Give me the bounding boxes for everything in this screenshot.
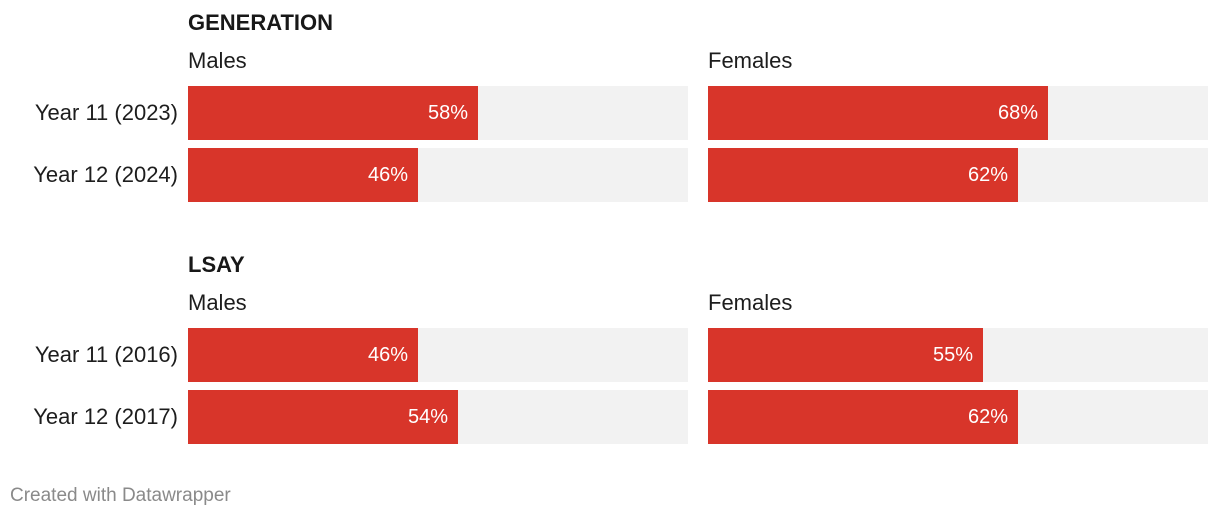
bar-track: 55% [708,328,1208,382]
bar-track: 54% [188,390,688,444]
bar-track: 46% [188,148,688,202]
bar[interactable]: 46% [188,328,418,382]
category-label: Year 11 (2016) [34,342,178,367]
bar-value-label: 55% [932,344,973,366]
group-title: LSAY [188,252,245,277]
bar-value-label: 62% [967,406,1008,428]
bar-track: 68% [708,86,1208,140]
category-label: Year 11 (2023) [34,100,178,125]
bar-value-label: 62% [967,164,1008,186]
bar[interactable]: 62% [708,148,1018,202]
category-label: Year 12 (2024) [33,162,178,187]
series-title: Females [708,290,793,315]
bar-value-label: 46% [367,344,408,366]
series-title: Females [708,48,793,73]
bar[interactable]: 58% [188,86,478,140]
series-title: Males [188,290,247,315]
bar-track: 62% [708,390,1208,444]
bar-value-label: 68% [997,102,1038,124]
bar-track: 62% [708,148,1208,202]
bar[interactable]: 46% [188,148,418,202]
bar[interactable]: 54% [188,390,458,444]
bar[interactable]: 55% [708,328,983,382]
bar[interactable]: 62% [708,390,1018,444]
bar-value-label: 58% [427,102,468,124]
bar-track: 58% [188,86,688,140]
chart-group: GENERATION Males Females Year 11 (2023) 58% 6… [0,10,1220,210]
group-title: GENERATION [188,10,334,35]
bar-value-label: 46% [367,164,408,186]
bar-value-label: 54% [407,406,448,428]
category-label: Year 12 (2017) [33,404,178,429]
series-title: Males [188,48,247,73]
bar-track: 46% [188,328,688,382]
chart-group: LSAY Males Females Year 11 (2016) 46% 55% Year… [0,252,1220,452]
bar[interactable]: 68% [708,86,1048,140]
datawrapper-credit[interactable]: Created with Datawrapper [10,485,231,506]
